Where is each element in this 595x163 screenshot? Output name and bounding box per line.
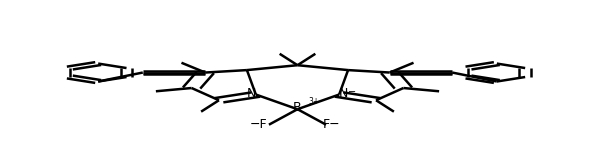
Text: F−: F− (323, 118, 341, 131)
Text: −F: −F (249, 118, 267, 131)
Text: N: N (339, 87, 349, 100)
Text: B: B (293, 101, 302, 114)
Text: −: − (348, 87, 356, 97)
Text: N: N (246, 87, 256, 100)
Text: 3+: 3+ (308, 97, 320, 106)
